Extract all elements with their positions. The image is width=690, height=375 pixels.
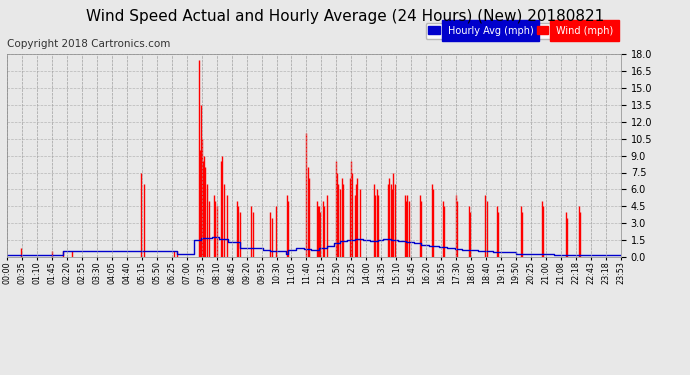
Text: Copyright 2018 Cartronics.com: Copyright 2018 Cartronics.com (7, 39, 170, 50)
Text: Wind Speed Actual and Hourly Average (24 Hours) (New) 20180821: Wind Speed Actual and Hourly Average (24… (86, 9, 604, 24)
Legend: Hourly Avg (mph), Wind (mph): Hourly Avg (mph), Wind (mph) (426, 23, 616, 39)
